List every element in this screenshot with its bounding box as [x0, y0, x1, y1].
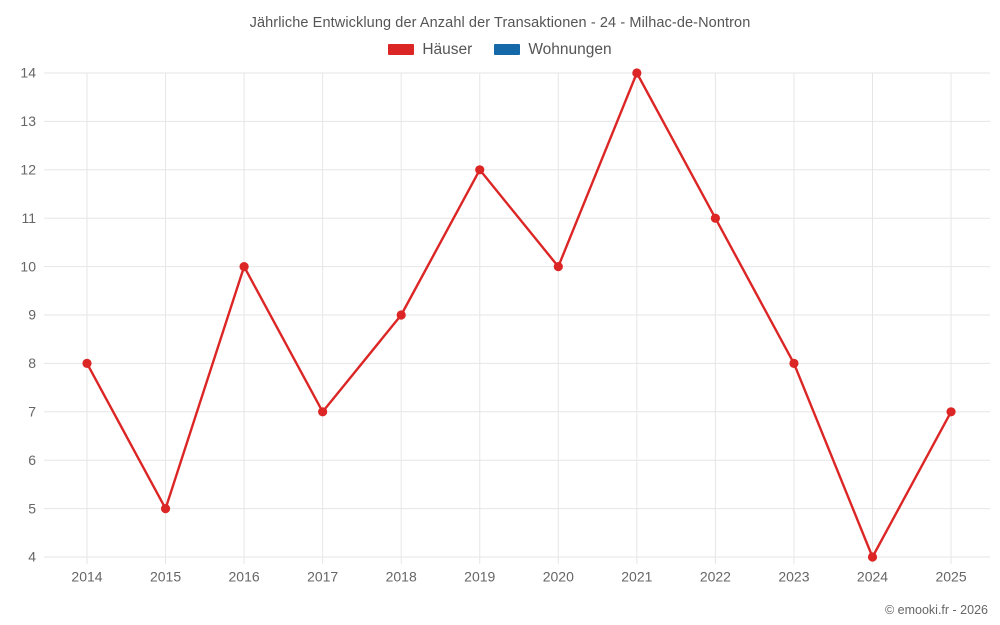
x-axis-tick-labels: 2014 2015 2016 2017 2018 2019 2020 2021 2022 2023…: [71, 568, 966, 584]
data-point-marker[interactable]: [632, 68, 642, 78]
x-axis-tick-label: 2021: [621, 568, 652, 584]
data-series-layer: [82, 68, 956, 562]
data-point-marker[interactable]: [867, 552, 878, 562]
x-axis-tick-label: 2024: [857, 568, 888, 584]
legend-label-wohnungen: Wohnungen: [528, 41, 612, 58]
x-axis-tick-label: 2018: [386, 568, 417, 584]
legend-swatch-wohnungen-icon: [494, 44, 521, 56]
x-axis-tick-label: 2025: [935, 568, 966, 584]
legend-item-haeuser[interactable]: Häuser: [388, 42, 472, 58]
x-axis-tick-label: 2016: [229, 568, 260, 584]
y-axis-tick-label: 6: [28, 452, 36, 468]
x-axis-tick-label: 2014: [71, 568, 102, 584]
y-axis-tick-label: 14: [20, 65, 36, 81]
x-axis-tick-label: 2017: [307, 568, 338, 584]
grid-lines: [44, 72, 990, 564]
y-axis-tick-labels: 4 5 6 7 8 9 10 11 12 13 14: [20, 65, 36, 565]
x-axis-tick-label: 2023: [778, 568, 809, 584]
x-axis-tick-label: 2019: [464, 568, 495, 584]
y-axis-tick-label: 4: [28, 549, 36, 565]
y-axis-tick-label: 9: [28, 307, 36, 323]
legend-swatch-haeuser-icon: [388, 44, 415, 56]
data-point-marker[interactable]: [710, 213, 721, 223]
data-point-marker[interactable]: [789, 358, 799, 368]
x-axis-tick-label: 2020: [543, 568, 574, 584]
data-point-marker[interactable]: [160, 504, 171, 514]
data-point-marker[interactable]: [239, 262, 249, 272]
x-axis-tick-label: 2015: [150, 568, 181, 584]
y-axis-tick-label: 11: [21, 210, 36, 226]
y-axis-tick-label: 13: [20, 113, 36, 129]
x-axis-tick-label: 2022: [700, 568, 731, 584]
chart-legend: Häuser Wohnungen: [0, 42, 1000, 58]
data-point-marker[interactable]: [82, 358, 92, 368]
legend-label-haeuser: Häuser: [422, 41, 473, 58]
credit-footer: © emooki.fr - 2026: [884, 603, 988, 617]
data-point-marker[interactable]: [396, 310, 406, 320]
data-point-marker[interactable]: [946, 407, 956, 417]
y-axis-tick-label: 5: [28, 500, 36, 516]
data-point-marker[interactable]: [318, 407, 328, 417]
legend-item-wohnungen[interactable]: Wohnungen: [494, 41, 612, 58]
y-axis-tick-label: 12: [20, 162, 36, 178]
y-axis-tick-label: 10: [20, 258, 36, 274]
y-axis-tick-label: 8: [28, 355, 36, 371]
y-axis-tick-label: 7: [28, 404, 36, 420]
data-point-marker[interactable]: [475, 165, 485, 175]
data-point-marker[interactable]: [553, 262, 563, 272]
chart-title: Jährliche Entwicklung der Anzahl der Tra…: [249, 15, 751, 31]
series-line-0: [85, 71, 953, 559]
